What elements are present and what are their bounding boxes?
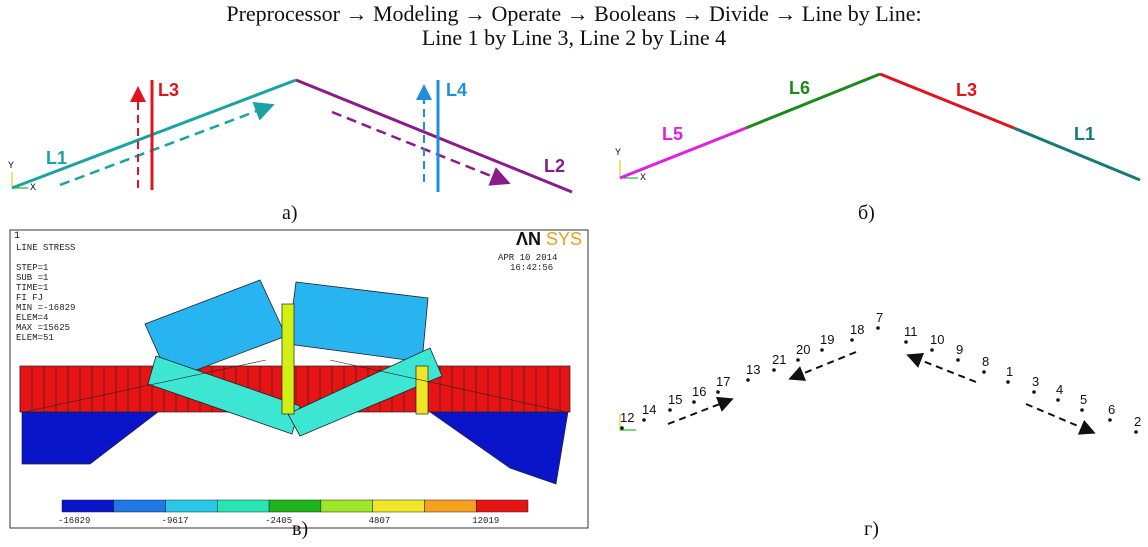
label-l4: L4 bbox=[446, 80, 467, 100]
stress-band-blue-left bbox=[21, 411, 160, 465]
node-point bbox=[716, 390, 720, 394]
plot-date: APR 10 2014 bbox=[498, 253, 557, 263]
caption-a: а) bbox=[282, 202, 298, 224]
svg-text:1: 1 bbox=[14, 231, 20, 242]
node-point bbox=[620, 426, 624, 430]
line-l5 bbox=[619, 126, 747, 180]
plot-info-block: STEP=1 SUB =1 TIME=1 FI FJ MIN =-16829 E… bbox=[16, 263, 75, 343]
node-label: 21 bbox=[772, 352, 786, 367]
node-point bbox=[956, 358, 960, 362]
node-label: 7 bbox=[876, 310, 883, 325]
node-point bbox=[904, 340, 908, 344]
node-label: 19 bbox=[820, 332, 834, 347]
node-point bbox=[642, 418, 646, 422]
svg-text:SUB =1: SUB =1 bbox=[16, 273, 48, 283]
node-label: 10 bbox=[930, 332, 944, 347]
node-label: 4 bbox=[1056, 382, 1063, 397]
line-l6 bbox=[745, 72, 881, 130]
ansys-logo-an: ΛN bbox=[516, 229, 541, 249]
label-l6: L6 bbox=[789, 78, 810, 98]
node-point bbox=[1056, 398, 1060, 402]
svg-text:MIN =-16829: MIN =-16829 bbox=[16, 303, 75, 313]
vertical-post-right bbox=[415, 365, 429, 415]
node-label: 17 bbox=[716, 374, 730, 389]
svg-text:FI FJ: FI FJ bbox=[16, 293, 43, 303]
node-label: 20 bbox=[796, 342, 810, 357]
node-point bbox=[1134, 430, 1138, 434]
line-l3b bbox=[879, 72, 1015, 130]
node-label: 5 bbox=[1080, 392, 1087, 407]
line-l1b bbox=[1013, 126, 1141, 182]
node-point bbox=[820, 348, 824, 352]
svg-text:TIME=1: TIME=1 bbox=[16, 283, 48, 293]
node-point bbox=[876, 326, 880, 330]
node-label: 2 bbox=[1134, 414, 1141, 429]
color-scale-tick-label: -9617 bbox=[162, 516, 189, 526]
node-point bbox=[982, 370, 986, 374]
color-scale bbox=[61, 499, 529, 513]
plot-time: 16:42:56 bbox=[510, 263, 553, 273]
svg-text:STEP=1: STEP=1 bbox=[16, 263, 48, 273]
title-line-2: Line 1 by Line 3, Line 2 by Line 4 bbox=[421, 25, 727, 50]
label-l5: L5 bbox=[662, 124, 683, 144]
node-label: 9 bbox=[956, 342, 963, 357]
svg-text:Y: Y bbox=[615, 148, 621, 159]
node-point bbox=[1080, 408, 1084, 412]
node-label: 14 bbox=[642, 402, 656, 417]
caption-d: г) bbox=[864, 518, 879, 540]
node-label: 12 bbox=[620, 410, 634, 425]
vertical-post-center bbox=[281, 303, 295, 415]
node-point bbox=[930, 348, 934, 352]
label-l3b: L3 bbox=[956, 80, 977, 100]
label-l2: L2 bbox=[544, 156, 565, 176]
color-scale-tick-label: 4807 bbox=[369, 516, 391, 526]
node-point bbox=[1108, 418, 1112, 422]
line-l1 bbox=[11, 78, 297, 190]
panel-c-ansys-plot: 1 LINE STRESS STEP=1 SUB =1 TIME=1 FI FJ… bbox=[9, 229, 589, 529]
color-scale-ticks: -16829 -9617 -2405 4807 12019 bbox=[58, 516, 499, 526]
stress-band-blue-right bbox=[428, 411, 569, 485]
node-point bbox=[772, 368, 776, 372]
color-scale-tick-label: 12019 bbox=[472, 516, 499, 526]
diag-beam-left bbox=[147, 355, 301, 435]
label-l3: L3 bbox=[158, 80, 179, 100]
node-label: 16 bbox=[692, 384, 706, 399]
svg-text:X: X bbox=[30, 183, 36, 194]
label-l1b: L1 bbox=[1074, 124, 1095, 144]
svg-text:Y: Y bbox=[8, 161, 14, 172]
color-scale-tick-label: -2405 bbox=[265, 516, 292, 526]
color-scale-tick-label: -16829 bbox=[58, 516, 90, 526]
node-label: 6 bbox=[1108, 402, 1115, 417]
ansys-logo-sys: SYS bbox=[546, 229, 582, 249]
svg-text:ELEM=51: ELEM=51 bbox=[16, 333, 54, 343]
node-point bbox=[850, 338, 854, 342]
svg-text:X: X bbox=[640, 173, 646, 184]
label-l1: L1 bbox=[46, 148, 67, 168]
svg-text:MAX =15625: MAX =15625 bbox=[16, 323, 70, 333]
line-l2 bbox=[295, 78, 573, 194]
node-label: 18 bbox=[850, 322, 864, 337]
node-point bbox=[692, 400, 696, 404]
node-point bbox=[1032, 390, 1036, 394]
node-label: 11 bbox=[904, 324, 918, 339]
node-point bbox=[668, 408, 672, 412]
node-label: 13 bbox=[746, 362, 760, 377]
node-point bbox=[746, 378, 750, 382]
color-scale-segment bbox=[475, 499, 529, 513]
node-label: 1 bbox=[1006, 364, 1013, 379]
caption-c: в) bbox=[292, 518, 309, 540]
caption-b: б) bbox=[858, 202, 875, 224]
node-label: 15 bbox=[668, 392, 682, 407]
node-point bbox=[796, 358, 800, 362]
node-point bbox=[1006, 380, 1010, 384]
node-label: 3 bbox=[1032, 374, 1039, 389]
plot-header: LINE STRESS bbox=[16, 243, 75, 253]
node-label: 8 bbox=[982, 354, 989, 369]
title-line-1: Preprocessor → Modeling → Operate → Bool… bbox=[226, 1, 922, 26]
svg-text:ELEM=4: ELEM=4 bbox=[16, 313, 48, 323]
diag-beam-right bbox=[287, 347, 443, 437]
